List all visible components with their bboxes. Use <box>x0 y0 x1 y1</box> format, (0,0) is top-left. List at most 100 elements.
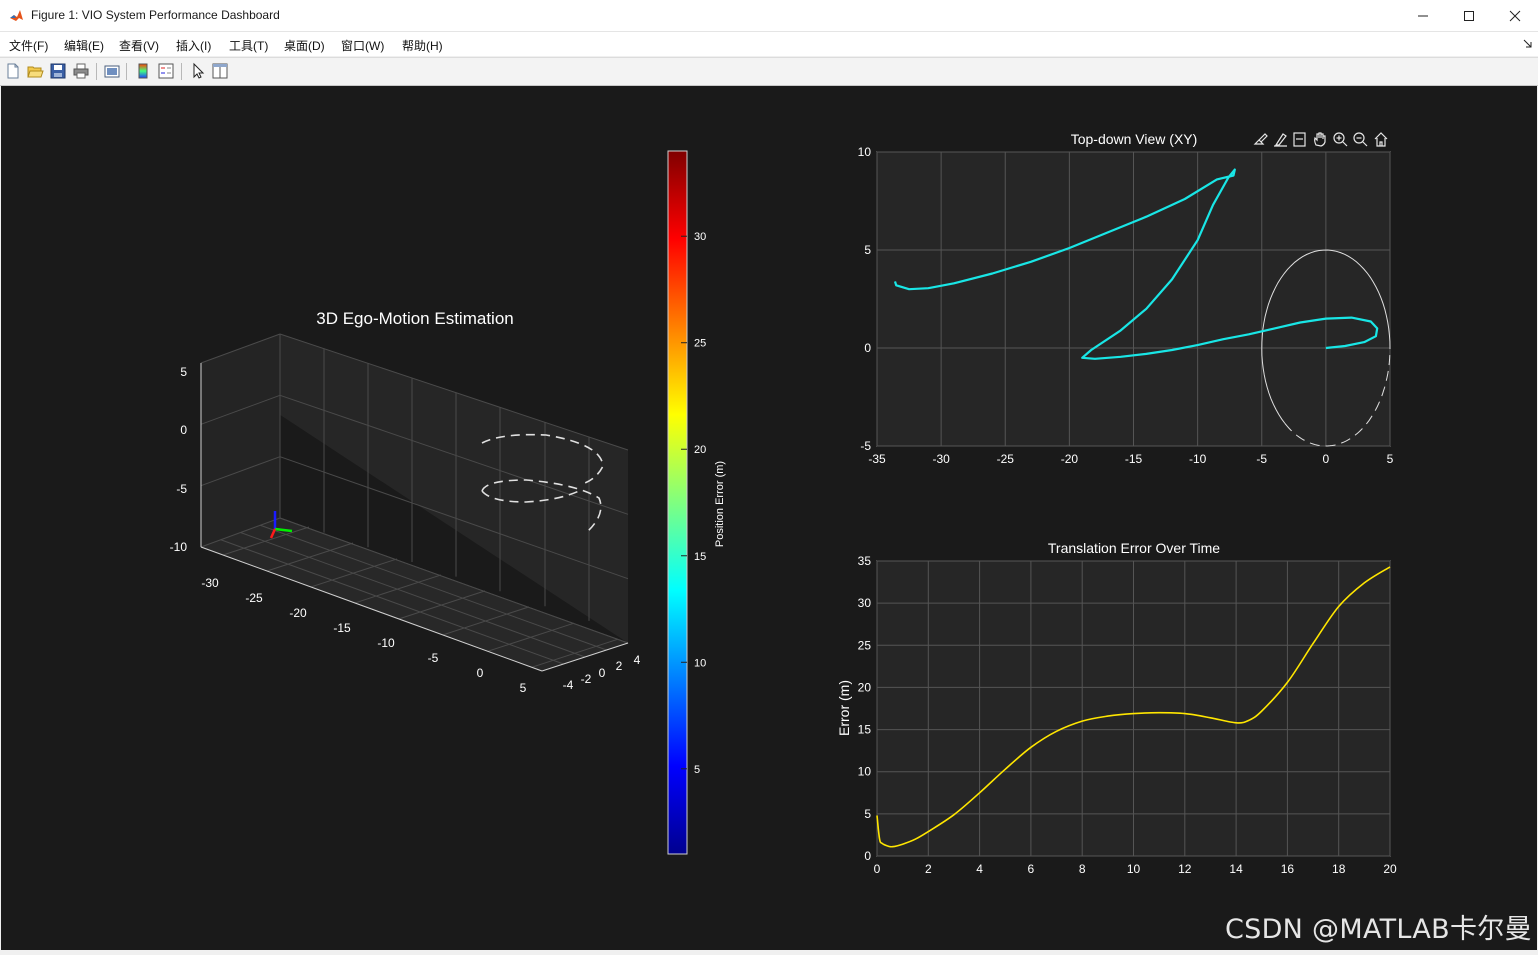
axes-topdown[interactable]: -35 -30 -25 -20 -15 -10 -5 0 5 10 5 0 -5 Top-down Vi… <box>858 131 1394 466</box>
x-tick-label: 14 <box>1229 862 1243 876</box>
x-tick: -25 <box>245 591 263 605</box>
link-plot-icon[interactable] <box>103 62 121 80</box>
edit-plot-arrow-icon[interactable] <box>189 62 207 80</box>
zoom-in-icon[interactable] <box>1333 132 1348 147</box>
y-tick-label: 10 <box>858 145 872 159</box>
title-3d: 3D Ego-Motion Estimation <box>316 309 513 328</box>
y-tick: 4 <box>634 653 641 667</box>
grid-line-side-z <box>200 456 281 487</box>
side-wall <box>201 334 280 547</box>
menu-insert[interactable]: 插入(I) <box>176 39 212 53</box>
axes-error[interactable]: 0 2 4 6 8 10 12 14 16 18 20 35 30 25 20 15 10 5 0 Translat… <box>836 540 1397 876</box>
y-tick-label: 35 <box>858 554 872 568</box>
menu-file[interactable]: 文件(F) <box>9 39 49 53</box>
open-file-icon[interactable] <box>26 62 44 80</box>
axes-toolbar <box>1253 132 1388 147</box>
maximize-icon <box>1464 10 1474 21</box>
data-tip-icon[interactable] <box>1274 133 1287 147</box>
toolbar-separator <box>126 63 127 80</box>
y-tick-label: 25 <box>858 638 872 652</box>
y-tick-label: -5 <box>860 439 871 453</box>
colorbar-icon[interactable] <box>134 62 152 80</box>
print-icon[interactable] <box>72 62 90 80</box>
x-tick: -10 <box>377 636 395 650</box>
title-topdown: Top-down View (XY) <box>1071 131 1198 147</box>
y-tick-label: 20 <box>858 680 872 694</box>
x-tick-label: 20 <box>1383 862 1397 876</box>
colorbar-tick-label: 5 <box>694 764 700 776</box>
y-tick: -2 <box>581 672 592 686</box>
topdown-tick-labels: -35 -30 -25 -20 -15 -10 -5 0 5 10 5 0 -5 <box>858 145 1394 466</box>
rotate-icon[interactable] <box>1293 132 1306 147</box>
x-tick-label: -30 <box>932 452 950 466</box>
x-tick-label: 16 <box>1281 862 1295 876</box>
property-inspector-icon[interactable] <box>211 62 229 80</box>
frame-y-axis <box>274 527 293 533</box>
x-tick-label: 12 <box>1178 862 1192 876</box>
matlab-logo-icon <box>9 8 24 23</box>
minimize-icon <box>1418 15 1428 16</box>
menu-window[interactable]: 窗口(W) <box>341 39 385 53</box>
close-button[interactable] <box>1492 0 1538 31</box>
grid-line-floor-y <box>220 539 564 665</box>
y-tick-label: 0 <box>864 849 871 863</box>
new-figure-icon[interactable] <box>4 62 22 80</box>
toolbar-separator <box>181 63 182 80</box>
title-bar: Figure 1: VIO System Performance Dashboa… <box>0 0 1538 32</box>
colorbar[interactable]: 5 10 15 20 25 30 Position Error (m) <box>667 150 726 855</box>
z-tick: 0 <box>180 423 187 437</box>
y-tick-label: 30 <box>858 596 872 610</box>
colorbar-tick-label: 10 <box>694 657 706 669</box>
topdown-grid <box>876 151 1391 447</box>
error-grid <box>876 560 1391 857</box>
maximize-button[interactable] <box>1446 0 1492 31</box>
save-icon[interactable] <box>49 62 67 80</box>
dock-arrow-icon[interactable] <box>1523 39 1532 48</box>
error-line <box>876 566 1391 848</box>
pan-icon[interactable] <box>1314 132 1326 147</box>
minimize-button[interactable] <box>1400 0 1446 31</box>
home-icon[interactable] <box>1374 132 1388 147</box>
back-wall <box>201 334 628 643</box>
trajectory-3d <box>481 433 604 533</box>
brush-icon[interactable] <box>1253 133 1268 145</box>
colorbar-ticks: 5 10 15 20 25 30 <box>681 231 706 776</box>
grid-line-floor-y <box>240 532 586 658</box>
x-tick-label: -10 <box>1189 452 1207 466</box>
menu-help[interactable]: 帮助(H) <box>402 39 443 53</box>
x-tick-label: -15 <box>1125 452 1143 466</box>
title-error: Translation Error Over Time <box>1048 540 1220 556</box>
error-tick-labels: 0 2 4 6 8 10 12 14 16 18 20 35 30 25 20 15 10 5 0 <box>858 554 1397 876</box>
x-tick: 5 <box>520 681 527 695</box>
x-tick: -5 <box>428 651 439 665</box>
x-tick-label: -5 <box>1256 452 1267 466</box>
y-tick: -4 <box>563 678 574 692</box>
y-tick-label: 5 <box>864 807 871 821</box>
x-axis-line <box>200 546 543 672</box>
y-axis-line <box>541 642 629 672</box>
menu-tools[interactable]: 工具(T) <box>229 39 269 53</box>
window-title: Figure 1: VIO System Performance Dashboa… <box>31 8 280 22</box>
menu-view[interactable]: 查看(V) <box>119 39 159 53</box>
menu-bar: 文件(F) 编辑(E) 查看(V) 插入(I) 工具(T) 桌面(D) 窗口(W… <box>0 32 1538 56</box>
grid-line-floor-y <box>260 524 607 651</box>
y-tick-label: 15 <box>858 723 872 737</box>
tick-labels-3d: 5 0 -5 -10 -30 -25 -20 -15 -10 -5 0 5 -4… <box>170 365 641 695</box>
x-tick: -15 <box>333 621 351 635</box>
grid-line-floor-x <box>310 558 398 588</box>
x-tick: 0 <box>477 666 484 680</box>
close-icon <box>1509 10 1521 21</box>
menu-edit[interactable]: 编辑(E) <box>64 39 104 53</box>
legend-icon[interactable] <box>157 62 175 80</box>
y-tick-label: 10 <box>858 765 872 779</box>
x-tick: -30 <box>201 576 219 590</box>
reference-circle-xy <box>1261 249 1391 424</box>
figure-plot-area: 3D Ego-Motion Estimation 5 0 -5 -10 -30 … <box>170 131 1397 876</box>
axes-3d[interactable]: 3D Ego-Motion Estimation 5 0 -5 -10 -30 … <box>170 309 641 695</box>
zoom-out-icon[interactable] <box>1353 132 1368 147</box>
frame-x-axis <box>269 528 277 539</box>
axis-lines-3d <box>200 363 629 672</box>
y-tick: 2 <box>616 659 623 673</box>
x-tick-label: 18 <box>1332 862 1346 876</box>
menu-desktop[interactable]: 桌面(D) <box>284 39 325 53</box>
